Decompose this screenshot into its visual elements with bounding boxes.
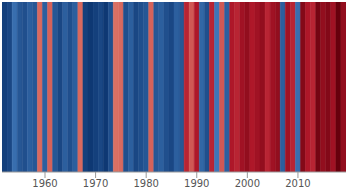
svg-text:1960: 1960 [32,178,57,188]
svg-text:1980: 1980 [133,178,158,188]
svg-text:2000: 2000 [235,178,260,188]
svg-text:1990: 1990 [184,178,209,188]
svg-text:1970: 1970 [83,178,108,188]
svg-text:2010: 2010 [285,178,310,188]
